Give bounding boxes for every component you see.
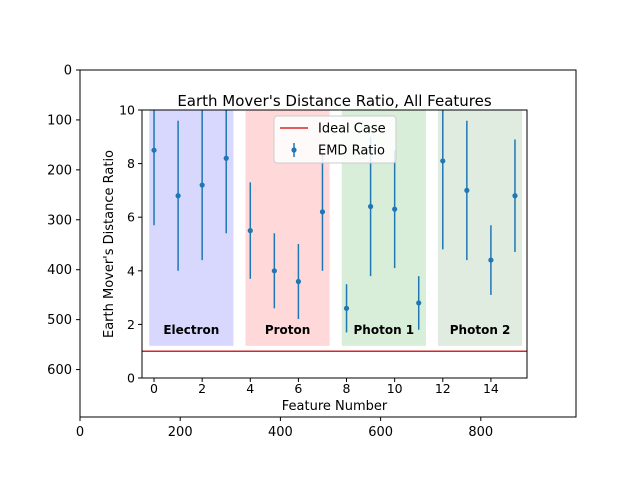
outer-x-tick-label: 400 — [268, 425, 293, 440]
region-label: Proton — [265, 323, 310, 337]
data-point — [440, 158, 446, 164]
data-point — [199, 182, 205, 188]
x-tick-label: 4 — [246, 381, 254, 396]
outer-y-tick-label: 600 — [47, 363, 72, 378]
data-point — [367, 203, 374, 210]
data-point — [151, 147, 157, 153]
y-tick-label: 2 — [127, 317, 135, 332]
x-tick-label: 14 — [483, 381, 499, 396]
outer-x-tick-label: 800 — [468, 425, 493, 440]
outer-y-tick-label: 0 — [64, 64, 72, 79]
data-point — [175, 193, 181, 199]
outer-y-tick-label: 300 — [47, 213, 72, 228]
data-point — [223, 155, 229, 161]
data-point — [512, 193, 518, 199]
y-tick-label: 8 — [127, 156, 135, 171]
outer-y-tick-label: 100 — [47, 113, 72, 128]
region-photon-2 — [437, 110, 523, 346]
data-point — [271, 268, 277, 274]
emd-ratio-chart: Electron Proton Photon 1 Photon 2 0 2 4 6 8 10 12 1… — [82, 88, 533, 414]
outer-y-tick-label: 500 — [47, 313, 72, 328]
x-axis-label: Feature Number — [282, 399, 388, 414]
data-point — [295, 278, 302, 285]
x-tick-label: 10 — [387, 381, 403, 396]
x-tick-label: 12 — [435, 381, 451, 396]
x-tick-label: 0 — [150, 381, 158, 396]
y-tick-label: 10 — [119, 103, 135, 118]
region-label: Photon 1 — [354, 323, 415, 337]
y-tick-label: 4 — [127, 263, 135, 278]
outer-x-tick-label: 0 — [76, 425, 84, 440]
outer-x-tick-label: 600 — [368, 425, 393, 440]
y-tick-label: 0 — [127, 371, 135, 386]
data-point — [416, 300, 422, 306]
data-point — [319, 209, 326, 215]
x-tick-label: 2 — [198, 381, 206, 396]
region-electron — [149, 110, 234, 346]
outer-frame — [79, 69, 577, 418]
legend-marker-point — [291, 147, 297, 153]
outer-y-tick-label: 200 — [47, 163, 72, 178]
chart-title: Earth Mover's Distance Ratio, All Featur… — [177, 92, 492, 110]
legend-label: Ideal Case — [318, 122, 386, 137]
region-label: Electron — [163, 323, 219, 337]
legend-label: EMD Ratio — [318, 144, 385, 159]
x-tick-label: 6 — [294, 381, 302, 396]
outer-x-tick-label: 200 — [168, 425, 193, 440]
axes-frame — [141, 109, 528, 379]
data-point — [343, 305, 350, 311]
region-label: Photon 2 — [450, 323, 511, 337]
data-point — [392, 206, 398, 212]
y-tick-label: 6 — [127, 210, 135, 225]
x-tick-label: 8 — [343, 381, 351, 396]
outer-y-tick-label: 400 — [47, 263, 72, 278]
data-point — [488, 257, 494, 263]
data-point — [247, 228, 253, 234]
y-axis-label: Earth Mover's Distance Ratio — [102, 150, 117, 338]
data-point — [464, 187, 470, 193]
